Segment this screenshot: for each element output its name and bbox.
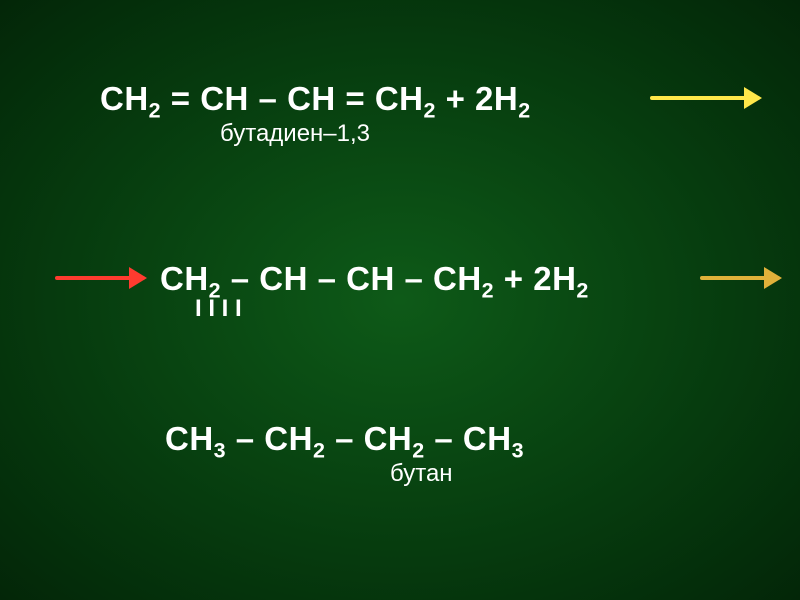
equation-1-label: бутадиен–1,3 [220, 120, 370, 148]
equation-2-bonds: I I I I [195, 303, 242, 315]
arrow-head-icon [764, 267, 782, 289]
arrow-head-icon [129, 267, 147, 289]
equation-3: CH3 – CH2 – CH2 – CH3 [165, 420, 524, 458]
equation-1: CH2 = CH – CH = CH2 + 2H2 [100, 80, 531, 118]
arrow-head-icon [744, 87, 762, 109]
equation-3-label: бутан [390, 460, 453, 488]
equation-2: CH2 – CH – CH – CH2 + 2H2 [160, 260, 589, 298]
